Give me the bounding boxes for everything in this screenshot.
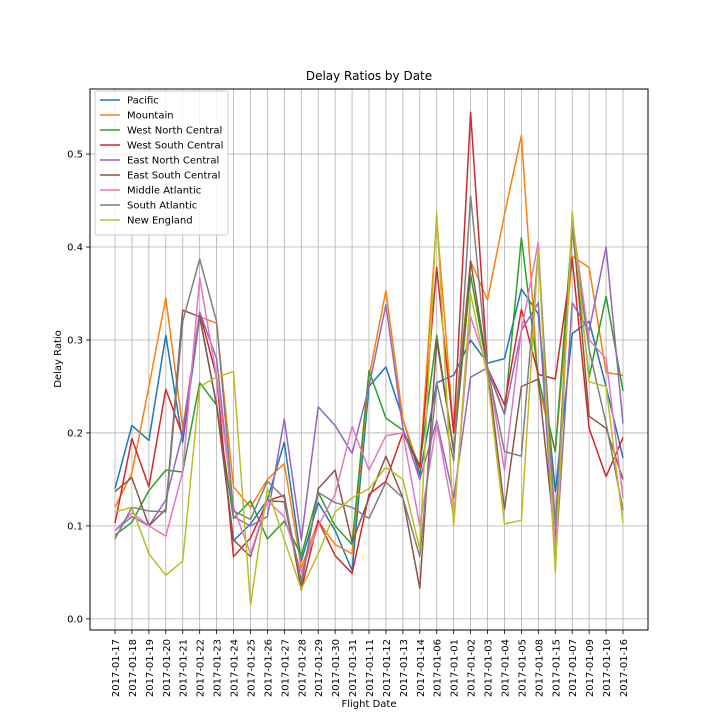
- x-tick-label: 2017-01-29: [314, 639, 325, 697]
- x-axis-ticks: 2017-01-17 2017-01-18 2017-01-19 2017-01-20…: [111, 630, 630, 697]
- series-line-new-england: [114, 210, 624, 606]
- legend-label: East South Central: [127, 171, 220, 182]
- y-axis-label: Delay Ratio: [53, 330, 64, 388]
- x-tick-label: 2017-01-15: [551, 639, 562, 697]
- y-tick-label: 0.2: [67, 428, 83, 439]
- x-tick-label: 2017-01-17: [111, 639, 122, 697]
- legend-box: [94, 90, 229, 236]
- x-tick-label: 2017-01-30: [331, 639, 342, 697]
- x-axis-label: Flight Date: [342, 699, 397, 710]
- series-line-east-south-central: [114, 218, 624, 589]
- y-tick-label: 0.1: [67, 521, 83, 532]
- x-tick-label: 2017-01-03: [484, 639, 495, 697]
- x-tick-label: 2017-01-11: [365, 639, 376, 697]
- x-tick-label: 2017-01-06: [433, 639, 444, 697]
- y-tick-label: 0.4: [67, 243, 83, 254]
- chart-title: Delay Ratios by Date: [306, 69, 432, 83]
- x-tick-label: 2017-01-27: [280, 639, 291, 697]
- y-axis-ticks: 0.0 0.1 0.2 0.3 0.4 0.5: [67, 150, 90, 625]
- x-tick-label: 2017-01-22: [196, 639, 207, 697]
- series-line-west-north-central: [114, 227, 624, 557]
- legend-label: Middle Atlantic: [127, 186, 201, 197]
- x-tick-label: 2017-01-04: [500, 639, 511, 697]
- series-lines: [114, 111, 624, 606]
- legend: Pacific Mountain West North Central West So…: [94, 90, 229, 236]
- x-tick-label: 2017-01-02: [467, 639, 478, 697]
- x-tick-label: 2017-01-25: [246, 639, 257, 697]
- x-tick-label: 2017-01-31: [348, 639, 359, 697]
- x-tick-label: 2017-01-14: [416, 639, 427, 697]
- legend-label: South Atlantic: [127, 201, 197, 212]
- x-tick-label: 2017-01-13: [399, 639, 410, 697]
- x-tick-label: 2017-01-05: [517, 639, 528, 697]
- y-tick-label: 0.5: [67, 150, 83, 161]
- x-tick-label: 2017-01-18: [128, 639, 139, 697]
- legend-label: West South Central: [127, 141, 223, 152]
- y-tick-label: 0.3: [67, 335, 83, 346]
- legend-label: Pacific: [127, 96, 159, 107]
- x-tick-label: 2017-01-08: [534, 639, 545, 697]
- legend-label: East North Central: [127, 156, 219, 167]
- x-tick-label: 2017-01-19: [145, 639, 156, 697]
- x-tick-label: 2017-01-24: [230, 639, 241, 697]
- x-tick-label: 2017-01-21: [179, 639, 190, 697]
- x-tick-label: 2017-01-26: [263, 639, 274, 697]
- legend-label: New England: [127, 216, 193, 227]
- series-line-east-north-central: [114, 246, 624, 564]
- x-tick-label: 2017-01-10: [602, 639, 613, 697]
- legend-label: Mountain: [127, 111, 174, 122]
- x-tick-label: 2017-01-28: [297, 639, 308, 697]
- x-tick-label: 2017-01-12: [382, 639, 393, 697]
- series-line-middle-atlantic: [114, 218, 624, 574]
- x-tick-label: 2017-01-20: [162, 639, 173, 697]
- x-tick-label: 2017-01-07: [568, 639, 579, 697]
- x-tick-label: 2017-01-16: [619, 639, 630, 697]
- x-tick-label: 2017-01-23: [213, 639, 224, 697]
- x-tick-label: 2017-01-09: [585, 639, 596, 697]
- legend-label: West North Central: [127, 126, 222, 137]
- x-tick-label: 2017-01-01: [450, 639, 461, 697]
- y-tick-label: 0.0: [67, 614, 83, 625]
